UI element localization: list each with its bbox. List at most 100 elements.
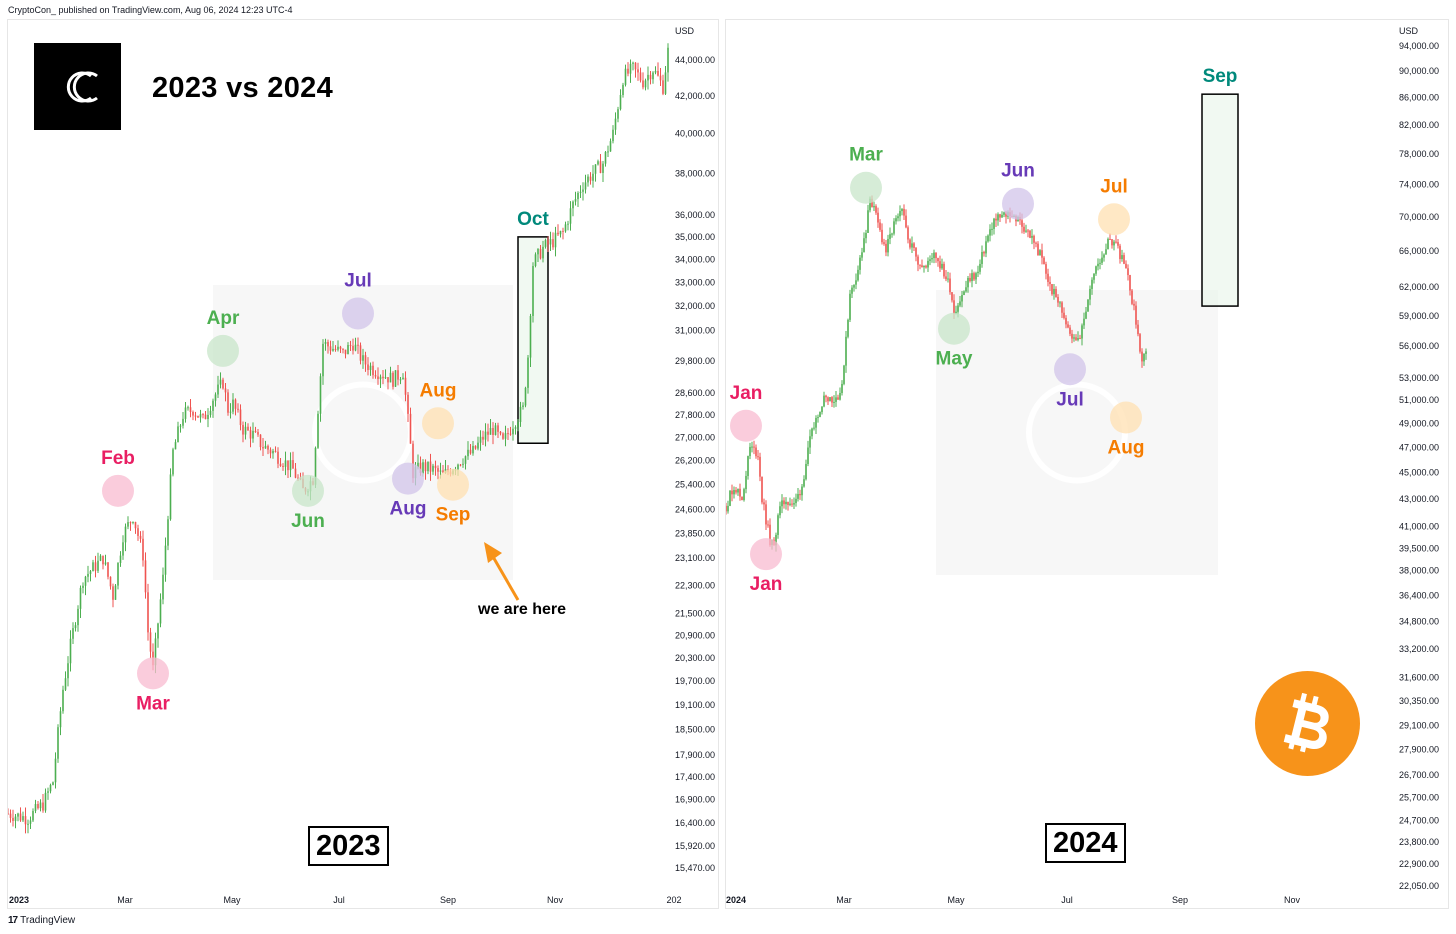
candle-body [197,415,199,418]
chart-panel-2023[interactable]: Oct Feb Mar Apr Jun Jul Aug Aug Sep we are here US… [7,19,719,909]
candle-body [214,394,217,401]
price-tick-label: 66,000.00 [1399,246,1439,256]
annotation-label: Jul [344,270,371,291]
candle-body [823,395,825,407]
candle-body [229,411,232,413]
price-tick-label: 90,000.00 [1399,66,1439,76]
price-tick-label: 22,050.00 [1399,881,1439,891]
candle-body [487,431,489,435]
candle-body [209,410,212,415]
candle-body [574,199,577,202]
candle-body [993,218,995,229]
candle-body [17,813,19,817]
candle-body [845,336,847,366]
tradingview-footer[interactable]: 17 TradingView [8,915,75,926]
candle-body [793,503,795,505]
candle-body [1073,337,1075,339]
candle-body [965,287,967,292]
candle-body [79,587,82,609]
candle-body [282,465,284,467]
chart-2024-canvas[interactable]: Sep Jan Jan Mar May Jun Jul Jul Aug USD 94,000.00 9… [725,20,1450,910]
price-tick-label: 36,000.00 [675,210,715,220]
price-axis[interactable]: USD 44,000.00 42,000.00 40,000.00 38,000.00 3… [675,26,715,873]
annotation-label: Apr [207,308,240,329]
candle-body [971,273,973,282]
annotation-label: May [936,349,973,370]
candle-body [517,421,519,428]
candle-body [837,397,839,400]
candle-body [835,397,837,402]
time-tick-label: Nov [547,895,564,905]
candle-body [349,345,352,347]
candle-body [442,470,444,473]
candle-body [177,426,179,443]
candle-body [761,476,763,503]
time-axis[interactable]: 2023 Mar May Jul Sep Nov 202 [9,895,682,905]
candle-body [859,257,861,270]
annotation-circle [392,462,424,495]
price-tick-label: 27,000.00 [675,432,715,442]
candle-body [57,727,59,759]
candle-body [1043,257,1045,265]
candle-body [1053,288,1055,295]
candle-body [1083,318,1085,326]
price-tick-label: 38,000.00 [1399,566,1439,576]
candle-body [427,461,429,472]
price-tick-label: 56,000.00 [1399,341,1439,351]
time-tick-label: Jul [333,895,345,905]
candle-body [522,405,524,407]
candle-body [492,428,494,435]
candle-body [1137,324,1139,335]
candle-body [739,488,741,497]
candle-body [861,252,863,258]
candle-body [1061,302,1063,313]
candle-body [1045,264,1047,274]
candle-body [249,430,252,439]
candle-body [903,208,905,216]
annotation-label: Mar [849,145,883,166]
candle-body [532,265,534,316]
candle-body [194,415,197,417]
candle-body [264,445,267,449]
candle-body [347,345,349,355]
annotation-aug: Aug [420,380,456,440]
price-axis[interactable]: USD 94,000.00 90,000.00 86,000.00 82,000.00 7… [1399,26,1439,891]
candle-body [294,468,297,478]
price-tick-label: 94,000.00 [1399,41,1439,51]
candle-body [297,477,299,479]
annotation-circle [422,407,454,440]
price-tick-label: 24,600.00 [675,504,715,514]
candle-body [1023,226,1025,232]
candle-body [369,365,372,371]
candle-body [781,500,783,507]
time-axis[interactable]: 2024 Mar May Jul Sep Nov [726,895,1300,905]
price-tick-label: 31,000.00 [675,326,715,336]
candle-body [104,562,107,565]
candle-body [419,462,422,473]
chart-2023-canvas[interactable]: Oct Feb Mar Apr Jun Jul Aug Aug Sep we are here US… [7,20,720,910]
candle-body [364,355,367,365]
candle-body [811,428,813,437]
annotation-jan: Jan [730,383,762,442]
annotation-jun: Jun [1001,161,1035,220]
candle-body [825,395,827,398]
price-tick-label: 24,700.00 [1399,815,1439,825]
annotation-circle [437,468,469,501]
candle-body [139,535,142,539]
candle-body [29,820,32,824]
candle-body [931,258,933,260]
annotation-circle [1054,353,1086,386]
candle-body [242,425,244,435]
candle-body [232,399,234,412]
candle-body [769,524,771,545]
candle-body [284,460,287,467]
candle-body [885,243,887,253]
annotation-label: Aug [1108,438,1145,459]
candle-body [614,118,617,130]
price-tick-label: 47,000.00 [1399,443,1439,453]
candle-body [334,348,337,350]
candle-body [272,450,274,454]
annotation-mar: Mar [849,145,883,204]
candle-body [851,287,853,294]
candle-body [372,365,374,376]
